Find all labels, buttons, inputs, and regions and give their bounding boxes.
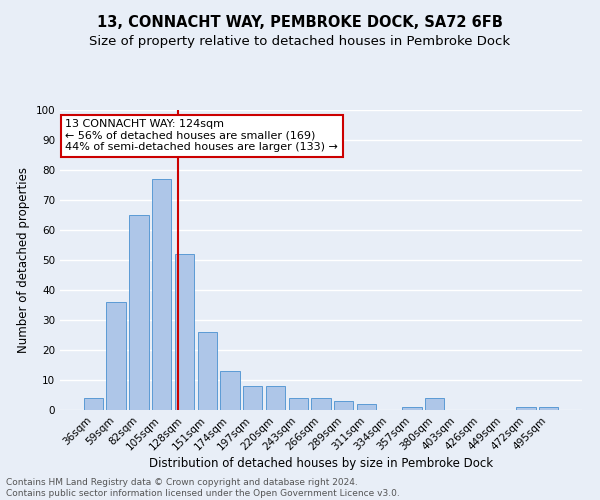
Text: Contains HM Land Registry data © Crown copyright and database right 2024.
Contai: Contains HM Land Registry data © Crown c… bbox=[6, 478, 400, 498]
Bar bbox=[516, 407, 536, 410]
Bar bbox=[175, 254, 194, 410]
Bar bbox=[357, 404, 376, 410]
Bar bbox=[106, 302, 126, 410]
Bar bbox=[152, 179, 172, 410]
Text: Size of property relative to detached houses in Pembroke Dock: Size of property relative to detached ho… bbox=[89, 35, 511, 48]
Bar bbox=[220, 371, 239, 410]
Bar bbox=[197, 332, 217, 410]
X-axis label: Distribution of detached houses by size in Pembroke Dock: Distribution of detached houses by size … bbox=[149, 458, 493, 470]
Bar bbox=[84, 398, 103, 410]
Bar bbox=[334, 401, 353, 410]
Bar bbox=[129, 215, 149, 410]
Bar bbox=[403, 407, 422, 410]
Bar bbox=[311, 398, 331, 410]
Bar bbox=[289, 398, 308, 410]
Bar bbox=[243, 386, 262, 410]
Bar bbox=[425, 398, 445, 410]
Text: 13 CONNACHT WAY: 124sqm
← 56% of detached houses are smaller (169)
44% of semi-d: 13 CONNACHT WAY: 124sqm ← 56% of detache… bbox=[65, 119, 338, 152]
Bar bbox=[266, 386, 285, 410]
Text: 13, CONNACHT WAY, PEMBROKE DOCK, SA72 6FB: 13, CONNACHT WAY, PEMBROKE DOCK, SA72 6F… bbox=[97, 15, 503, 30]
Y-axis label: Number of detached properties: Number of detached properties bbox=[17, 167, 30, 353]
Bar bbox=[539, 407, 558, 410]
